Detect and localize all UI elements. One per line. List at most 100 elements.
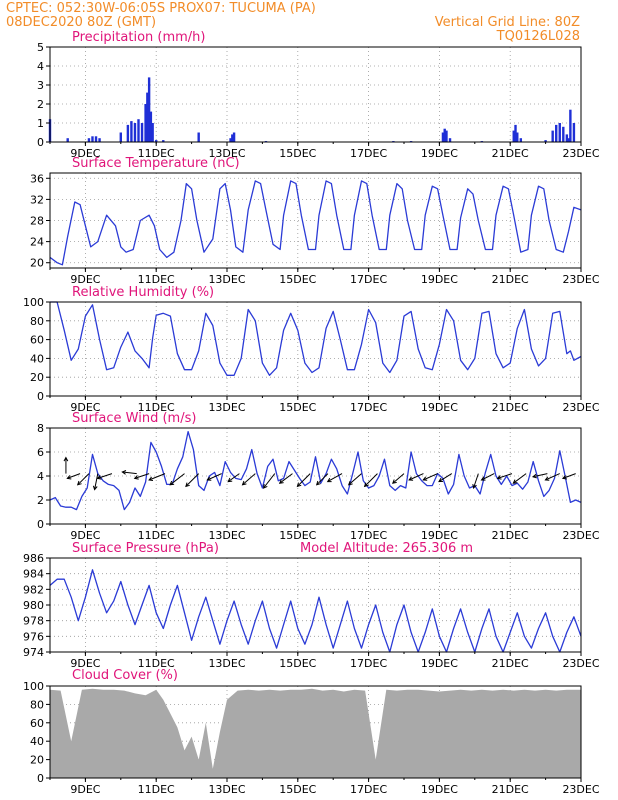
relative-humidity-panel: 0 20 40 60 80 100 9DEC 11DEC 13DEC 15DEC 17DEC 19DE… xyxy=(23,296,600,414)
pressure-ytick-label: 978 xyxy=(23,615,44,628)
rh-xtick-label: 21DEC xyxy=(492,401,529,414)
temp-ytick-label: 36 xyxy=(30,172,44,185)
wind-vector-head xyxy=(472,484,477,489)
wind-vector-head xyxy=(133,475,139,480)
rh-xtick-label: 15DEC xyxy=(279,401,316,414)
precip-bar xyxy=(144,104,147,142)
precip-bar xyxy=(147,77,151,142)
wind-vector-head xyxy=(531,473,537,479)
precip-bar xyxy=(149,111,153,142)
rh-xtick-label: 23DEC xyxy=(562,401,599,414)
cloud-xtick-label: 15DEC xyxy=(279,783,316,796)
pressure-ytick-label: 986 xyxy=(23,552,44,565)
precip-bar xyxy=(512,130,515,142)
precip-ytick-label: 3 xyxy=(37,79,44,92)
precip-bar xyxy=(66,138,69,142)
precip-bar xyxy=(448,138,452,142)
header-date: 08DEC2020 80Z (GMT) xyxy=(6,15,156,30)
humidity-title: Relative Humidity (%) xyxy=(72,285,214,300)
wind-vector-shaft xyxy=(207,473,222,481)
precip-bar xyxy=(133,123,137,142)
wind-vector-shaft xyxy=(423,473,438,481)
rh-ytick-label: 100 xyxy=(23,296,44,309)
wind-vector-shaft xyxy=(532,473,548,478)
cloud-xtick-label: 23DEC xyxy=(562,783,599,796)
cloud-ytick-label: 100 xyxy=(23,680,44,693)
wind-vector-head xyxy=(512,479,518,484)
wind-xtick-label: 17DEC xyxy=(350,529,387,542)
precip-bar xyxy=(140,123,144,142)
precip-xtick-label: 19DEC xyxy=(421,147,458,160)
precip-bar xyxy=(441,132,445,142)
precip-ytick-label: 1 xyxy=(37,117,44,130)
wind-vector-shaft xyxy=(94,473,99,490)
temp-ytick-label: 24 xyxy=(30,236,44,249)
wind-title: Surface Wind (m/s) xyxy=(72,411,196,426)
pressure-ytick-label: 982 xyxy=(23,583,44,596)
pressure-title: Surface Pressure (hPa) xyxy=(72,541,219,556)
wind-vector-head xyxy=(278,479,284,484)
temp-xtick-label: 13DEC xyxy=(208,273,245,286)
precip-xtick-label: 11DEC xyxy=(138,147,175,160)
wind-vector-shaft xyxy=(279,473,293,484)
wind-vector-head xyxy=(185,482,190,488)
precip-bar xyxy=(516,132,519,142)
temperature-title: Surface Temperature (nC) xyxy=(72,156,240,171)
cloud-xtick-label: 17DEC xyxy=(350,783,387,796)
precip-bar xyxy=(119,132,122,142)
precip-frame xyxy=(49,46,582,143)
wind-ytick-label: 4 xyxy=(37,470,44,483)
wind-vector-head xyxy=(169,480,175,486)
wind-vector-head xyxy=(392,479,397,484)
cloud-xtick-label: 13DEC xyxy=(208,783,245,796)
cloud-frame xyxy=(49,685,582,779)
wind-vector-shaft xyxy=(481,473,495,481)
pressure-xtick-label: 23DEC xyxy=(562,657,599,670)
wind-vector-shaft xyxy=(364,473,378,487)
temp-xtick-label: 23DEC xyxy=(562,273,599,286)
wind-series-line xyxy=(49,430,582,511)
cloud-ytick-label: 40 xyxy=(30,735,44,748)
precip-bar xyxy=(130,121,133,142)
pressure-ytick-label: 974 xyxy=(23,646,44,659)
temp-ytick-label: 20 xyxy=(30,257,44,270)
pressure-ytick-label: 976 xyxy=(23,630,44,643)
wind-vector-head xyxy=(544,476,550,481)
pressure-xtick-label: 11DEC xyxy=(138,657,175,670)
precip-bar xyxy=(445,130,448,142)
precipitation-title: Precipitation (mm/h) xyxy=(72,30,205,45)
wind-vector-shaft xyxy=(348,473,362,486)
wind-vector-head xyxy=(63,456,69,462)
precip-bar xyxy=(87,138,91,142)
pressure-xtick-label: 19DEC xyxy=(421,657,458,670)
temp-xtick-label: 21DEC xyxy=(492,273,529,286)
wind-vector-head xyxy=(296,482,302,488)
precip-bar xyxy=(98,138,101,142)
precip-bar xyxy=(197,132,200,142)
wind-vector-shaft xyxy=(227,473,240,483)
wind-vector-head xyxy=(347,480,353,486)
cloud-ytick-label: 20 xyxy=(30,754,44,767)
wind-vector-head xyxy=(66,475,72,480)
precip-xtick-label: 15DEC xyxy=(279,147,316,160)
cloud-ytick-label: 80 xyxy=(30,698,44,711)
pressure-ytick-label: 980 xyxy=(23,599,44,612)
wind-vector-head xyxy=(92,485,98,491)
precip-bar xyxy=(565,134,569,142)
wind-vector-head xyxy=(121,470,127,475)
rh-ytick-label: 0 xyxy=(37,390,44,403)
precip-xtick-label: 13DEC xyxy=(208,147,245,160)
precip-bar xyxy=(572,123,576,142)
wind-vector-head xyxy=(480,476,486,481)
wind-vector-shaft xyxy=(438,473,453,483)
precipitation-panel: 0 1 2 3 4 5 9DEC 11DEC 13DEC 15DEC 17DEC 19DEC 21DEC… xyxy=(37,41,600,160)
wind-xtick-label: 9DEC xyxy=(70,529,100,542)
header-grid-line: Vertical Grid Line: 80Z xyxy=(435,15,580,30)
cloud-cover-panel: 0 20 40 60 80 100 9DEC 11DEC 13DEC 15DEC 17DEC 19DE… xyxy=(23,680,600,796)
precip-xtick-label: 23DEC xyxy=(562,147,599,160)
rh-frame xyxy=(49,301,582,397)
wind-vector-shaft xyxy=(473,473,479,489)
pressure-xtick-label: 9DEC xyxy=(70,657,100,670)
wind-vector-shaft xyxy=(263,473,276,489)
